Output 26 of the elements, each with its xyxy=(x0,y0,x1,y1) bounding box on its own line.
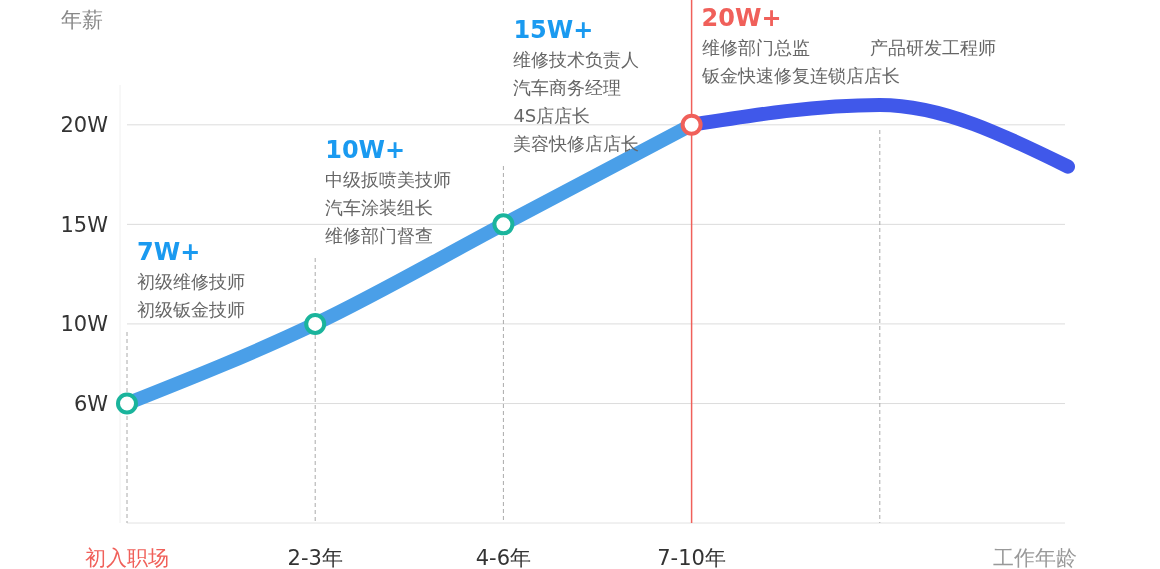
text: 产品研发工程师 xyxy=(869,37,996,59)
x-tick-label: 2-3年 xyxy=(287,546,343,569)
text: 15W+ xyxy=(513,16,594,45)
x-axis-title: 工作年龄 xyxy=(993,546,1077,569)
annotation: 初级维修技师 xyxy=(137,271,245,293)
annotation: 维修部门督查 xyxy=(325,225,434,247)
text: 20W+ xyxy=(701,4,782,33)
y-tick-label: 15W xyxy=(60,212,109,237)
annotation: 4S店店长 xyxy=(513,105,591,127)
annotation: 初级钣金技师 xyxy=(137,299,245,321)
text: 维修部门总监 xyxy=(701,37,810,59)
y-tick-label: 6W xyxy=(73,391,109,416)
x-tick-label: 初入职场 xyxy=(85,546,169,569)
y-axis-title: 年薪 xyxy=(61,8,103,33)
text: 维修技术负责人 xyxy=(513,49,640,71)
annotation: 7W+ xyxy=(137,238,201,267)
x-tick-label: 7-10年 xyxy=(657,546,726,569)
x-tick-label: 4-6年 xyxy=(475,546,532,569)
annotation: 钣金快速修复连锁店店长 xyxy=(700,65,900,87)
annotation: 汽车涂装组长 xyxy=(325,197,434,219)
annotation: 10W+ xyxy=(325,136,406,165)
annotation: 汽车商务经理 xyxy=(513,77,622,99)
y-tick-label: 20W xyxy=(60,113,109,138)
y-tick-label: 10W xyxy=(60,312,109,337)
annotation: 中级扳喷美技师 xyxy=(325,169,452,191)
annotation: 美容快修店店长 xyxy=(513,133,640,155)
